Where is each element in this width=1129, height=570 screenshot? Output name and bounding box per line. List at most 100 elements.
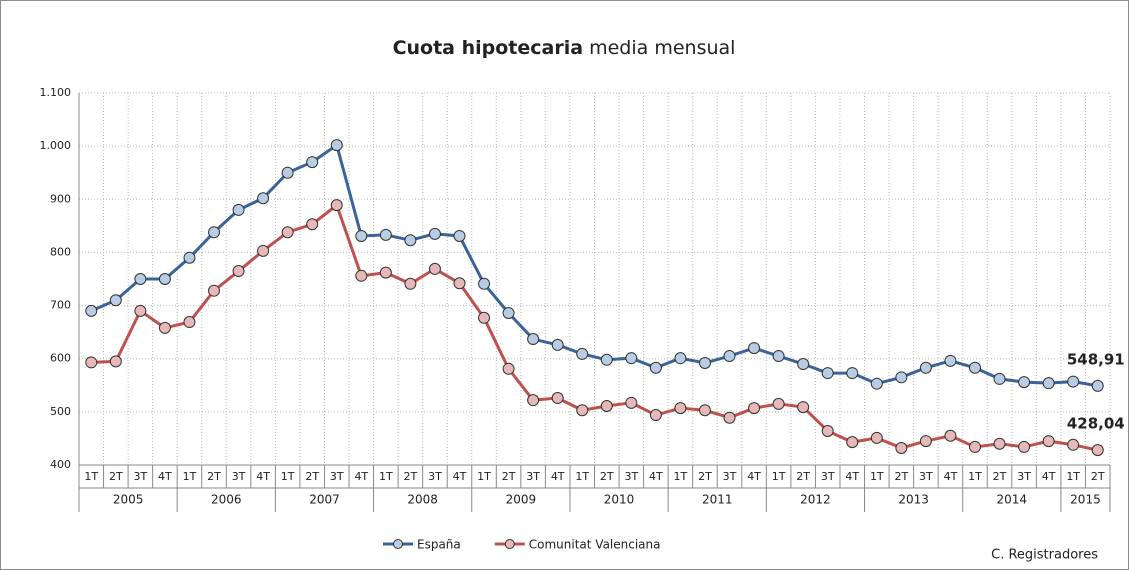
x-group-label: 2007 (309, 493, 340, 507)
marker (330, 199, 343, 212)
marker (625, 352, 638, 365)
marker (649, 361, 662, 374)
x-group-label: 2013 (898, 493, 929, 507)
x-group-label: 2014 (997, 493, 1028, 507)
marker (698, 404, 711, 417)
x-tick-label: 2T (894, 470, 908, 483)
x-tick-label: 2T (600, 470, 614, 483)
x-tick-label: 3T (723, 470, 737, 483)
x-tick-label: 1T (183, 470, 197, 483)
marker (649, 409, 662, 422)
x-tick-label: 4T (1042, 470, 1056, 483)
marker (134, 304, 147, 317)
value-label: 548,91 (1067, 350, 1125, 368)
marker (85, 304, 98, 317)
marker (846, 436, 859, 449)
x-tick-label: 2T (796, 470, 810, 483)
x-tick-label: 3T (232, 470, 246, 483)
x-tick-label: 3T (821, 470, 835, 483)
y-tick-label: 400 (50, 458, 71, 471)
marker (134, 273, 147, 285)
x-tick-label: 3T (526, 470, 540, 483)
marker (355, 269, 368, 282)
x-tick-label: 1T (379, 470, 393, 483)
x-group-label: 2008 (407, 493, 438, 507)
marker (281, 226, 294, 239)
x-tick-label: 2T (404, 470, 418, 483)
marker (404, 277, 417, 290)
x-tick-label: 4T (453, 470, 467, 483)
marker (993, 372, 1006, 385)
marker (158, 273, 171, 285)
x-tick-label: 1T (968, 470, 982, 483)
marker (895, 371, 908, 384)
x-tick-label: 4T (747, 470, 761, 483)
marker (1042, 377, 1055, 390)
marker (478, 277, 491, 290)
marker (306, 156, 319, 169)
marker (109, 294, 122, 307)
x-tick-label: 4T (354, 470, 368, 483)
title-bold: Cuota hipotecaria (393, 37, 584, 59)
x-tick-label: 1T (477, 470, 491, 483)
marker (748, 402, 761, 415)
marker (576, 404, 589, 417)
title-rest: media mensual (589, 37, 735, 59)
marker (895, 441, 908, 454)
chart-title: Cuota hipotecaria media mensual (393, 37, 736, 59)
marker (208, 284, 221, 297)
marker (183, 251, 196, 264)
marker (502, 362, 515, 375)
marker (600, 353, 613, 366)
marker (698, 356, 711, 369)
x-tick-label: 1T (575, 470, 589, 483)
x-tick-label: 4T (551, 470, 565, 483)
marker (527, 333, 540, 346)
marker (257, 244, 270, 257)
marker (1018, 440, 1031, 453)
marker (502, 307, 515, 320)
x-group-label: 2010 (604, 493, 635, 507)
marker (379, 266, 392, 279)
marker (330, 139, 343, 152)
x-tick-label: 3T (624, 470, 638, 483)
y-tick-label: 600 (50, 352, 71, 365)
marker (576, 347, 589, 360)
marker (846, 367, 859, 380)
marker (306, 218, 319, 231)
x-group-label: 2011 (702, 493, 733, 507)
marker (428, 227, 441, 240)
x-tick-label: 3T (134, 470, 148, 483)
x-tick-label: 2T (993, 470, 1007, 483)
marker (109, 355, 122, 368)
marker (428, 262, 441, 275)
marker (257, 192, 270, 205)
x-tick-label: 3T (1017, 470, 1031, 483)
y-tick-label: 800 (50, 245, 71, 258)
x-tick-label: 1T (84, 470, 98, 483)
x-tick-label: 2T (502, 470, 516, 483)
marker (870, 377, 883, 390)
marker (870, 431, 883, 444)
marker (968, 440, 981, 453)
marker (379, 228, 392, 241)
x-tick-label: 2T (1091, 470, 1105, 483)
legend-label: Comunitat Valenciana (529, 538, 661, 552)
marker (232, 265, 245, 278)
marker (158, 321, 171, 334)
marker (944, 354, 957, 367)
marker (1067, 438, 1080, 451)
marker (453, 229, 466, 242)
marker (723, 350, 736, 363)
x-tick-label: 4T (158, 470, 172, 483)
marker (993, 437, 1006, 450)
legend-marker (393, 539, 403, 549)
marker (551, 392, 564, 405)
marker (797, 358, 810, 371)
x-tick-label: 3T (330, 470, 344, 483)
marker (453, 277, 466, 290)
x-tick-label: 2T (698, 470, 712, 483)
marker (674, 352, 687, 365)
